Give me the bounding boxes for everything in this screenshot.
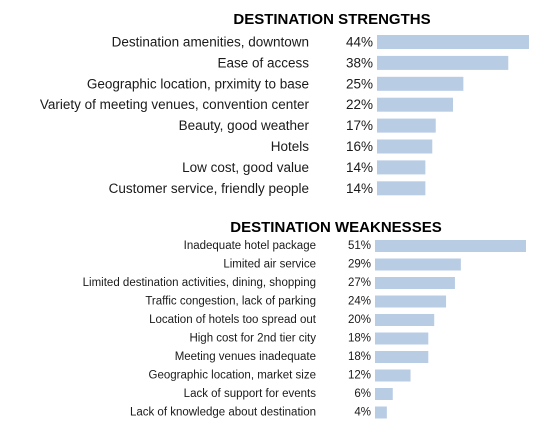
weaknesses-chart: Inadequate hotel package 51% Limited air s…: [83, 240, 526, 419]
strength-bar: [377, 35, 529, 49]
strength-value-label: 38%: [346, 55, 373, 70]
strength-label: Geographic location, prximity to base: [87, 76, 309, 91]
strength-value-label: 22%: [346, 97, 373, 112]
weakness-label: Traffic congestion, lack of parking: [145, 296, 316, 308]
strength-bar: [377, 76, 464, 91]
weakness-value-label: 20%: [348, 314, 371, 326]
weakness-value-label: 27%: [348, 277, 371, 289]
strength-label: Customer service, friendly people: [109, 181, 309, 196]
strength-bar: [377, 139, 433, 154]
weakness-value-label: 18%: [348, 351, 371, 363]
strength-value-label: 14%: [346, 181, 373, 196]
weakness-value-label: 18%: [348, 333, 371, 345]
weakness-bar: [375, 314, 435, 326]
strengths-title: DESTINATION STRENGTHS: [233, 11, 430, 28]
weakness-value-label: 4%: [354, 407, 371, 419]
weakness-label: Inadequate hotel package: [184, 240, 316, 252]
weakness-label: Location of hotels too spread out: [149, 314, 317, 326]
weakness-bar: [375, 240, 526, 252]
weakness-label: Geographic location, market size: [149, 370, 316, 382]
weakness-label: Lack of knowledge about destination: [130, 407, 316, 419]
weakness-value-label: 29%: [348, 259, 371, 271]
strength-label: Low cost, good value: [182, 160, 309, 175]
weakness-bar: [375, 295, 447, 308]
weakness-label: High cost for 2nd tier city: [189, 333, 316, 345]
weakness-bar: [375, 388, 393, 400]
weakness-bar: [375, 332, 429, 345]
strength-bar: [377, 55, 509, 70]
weakness-value-label: 51%: [348, 240, 371, 252]
strength-bar: [377, 160, 426, 175]
weakness-value-label: 24%: [348, 296, 371, 308]
weakness-bar: [375, 406, 387, 419]
weakness-label: Limited air service: [223, 259, 316, 271]
weakness-value-label: 6%: [354, 388, 371, 400]
strength-label: Ease of access: [217, 55, 309, 70]
strength-label: Variety of meeting venues, convention ce…: [40, 97, 310, 112]
strength-label: Beauty, good weather: [179, 118, 310, 133]
strength-bar: [377, 118, 436, 133]
strength-value-label: 25%: [346, 76, 373, 91]
weakness-label: Limited destination activities, dining, …: [83, 277, 316, 289]
strength-value-label: 14%: [346, 160, 373, 175]
strength-value-label: 17%: [346, 118, 373, 133]
strength-value-label: 44%: [346, 35, 373, 50]
weakness-value-label: 12%: [348, 370, 371, 382]
weaknesses-title: DESTINATION WEAKNESSES: [230, 219, 441, 236]
strengths-chart: Destination amenities, downtown 44% Ease o…: [40, 35, 529, 196]
weakness-label: Meeting venues inadequate: [175, 351, 316, 363]
weakness-bar: [375, 369, 411, 382]
weakness-bar: [375, 277, 455, 289]
strength-value-label: 16%: [346, 139, 373, 154]
weakness-label: Lack of support for events: [184, 388, 317, 400]
strength-bar: [377, 181, 426, 196]
weakness-bar: [375, 258, 461, 271]
weakness-bar: [375, 351, 429, 363]
strength-label: Hotels: [271, 139, 310, 154]
strength-bar: [377, 97, 453, 112]
strength-label: Destination amenities, downtown: [112, 35, 309, 50]
